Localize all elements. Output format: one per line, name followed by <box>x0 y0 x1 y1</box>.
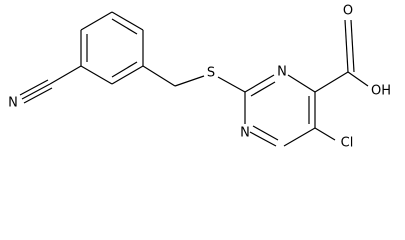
atom-label: N <box>277 65 287 80</box>
atom-label: N <box>240 126 250 141</box>
atom-label: N <box>8 96 18 111</box>
atom-label: OH <box>371 84 391 99</box>
atom-label: S <box>207 66 215 81</box>
structure-diagram: N S N N OH O Cl <box>8 4 391 151</box>
atom-label: O <box>343 4 353 19</box>
bonds <box>19 11 369 147</box>
atom-label: Cl <box>341 136 354 151</box>
